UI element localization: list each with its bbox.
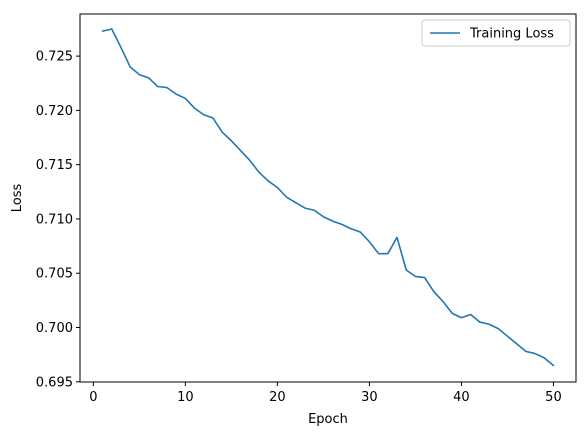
x-tick-label: 40 <box>453 390 470 405</box>
x-tick-label: 10 <box>177 390 194 405</box>
legend: Training Loss <box>421 19 571 47</box>
plot-frame <box>79 13 577 383</box>
y-tick-label: 0.695 <box>36 375 73 390</box>
x-axis: 0 10 20 30 40 50 <box>89 382 562 405</box>
plot-area <box>101 28 555 367</box>
y-tick-label: 0.700 <box>36 321 73 336</box>
x-axis-label: Epoch <box>308 412 348 427</box>
y-axis: 0.695 0.700 0.705 0.710 0.715 0.720 0.725 <box>36 50 80 390</box>
y-tick-label: 0.710 <box>36 212 73 227</box>
y-tick-label: 0.725 <box>36 50 73 65</box>
x-tick-label: 0 <box>89 390 97 405</box>
series-line-training-loss <box>101 28 555 367</box>
x-tick-label: 50 <box>545 390 562 405</box>
y-tick-label: 0.715 <box>36 158 73 173</box>
x-tick-label: 30 <box>361 390 378 405</box>
legend-label-training-loss: Training Loss <box>469 27 554 42</box>
y-axis-label: Loss <box>10 184 25 213</box>
y-tick-label: 0.720 <box>36 104 73 119</box>
legend-box <box>421 19 571 47</box>
y-tick-label: 0.705 <box>36 267 73 282</box>
x-tick-label: 20 <box>269 390 286 405</box>
